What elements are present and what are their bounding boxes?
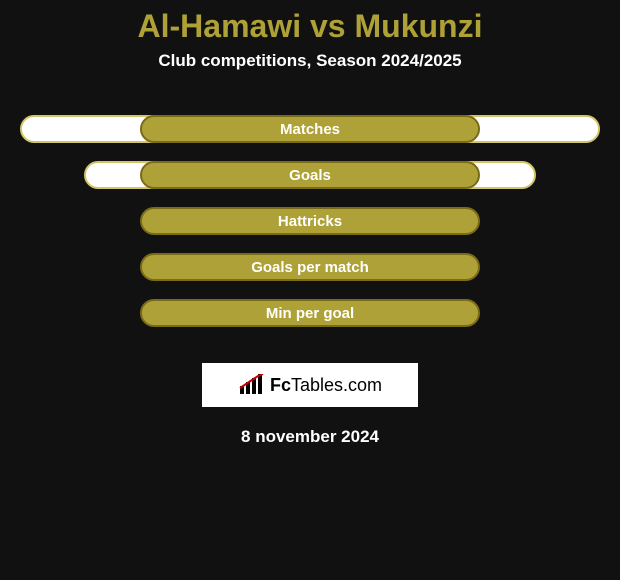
metric-row: Min per goal xyxy=(0,293,620,339)
comparison-infographic: Al-Hamawi vs Mukunzi Club competitions, … xyxy=(0,0,620,580)
page-title: Al-Hamawi vs Mukunzi xyxy=(0,0,620,51)
page-subtitle: Club competitions, Season 2024/2025 xyxy=(0,51,620,71)
metric-row: Goals xyxy=(0,155,620,201)
metric-label: Goals per match xyxy=(140,253,480,281)
bar-chart-icon xyxy=(238,374,264,396)
logo-brand-left: Fc xyxy=(270,375,291,395)
metric-label: Goals xyxy=(140,161,480,189)
comparison-chart: Matches Goals Hattricks Goals per match Min … xyxy=(0,109,620,339)
metric-label: Min per goal xyxy=(140,299,480,327)
source-logo-text: FcTables.com xyxy=(270,375,382,396)
metric-row: Hattricks xyxy=(0,201,620,247)
infographic-date: 8 november 2024 xyxy=(0,427,620,447)
metric-label: Hattricks xyxy=(140,207,480,235)
metric-row: Matches xyxy=(0,109,620,155)
metric-row: Goals per match xyxy=(0,247,620,293)
source-logo: FcTables.com xyxy=(202,363,418,407)
metric-label: Matches xyxy=(140,115,480,143)
logo-brand-right: Tables xyxy=(291,375,343,395)
logo-brand-suffix: .com xyxy=(343,375,382,395)
